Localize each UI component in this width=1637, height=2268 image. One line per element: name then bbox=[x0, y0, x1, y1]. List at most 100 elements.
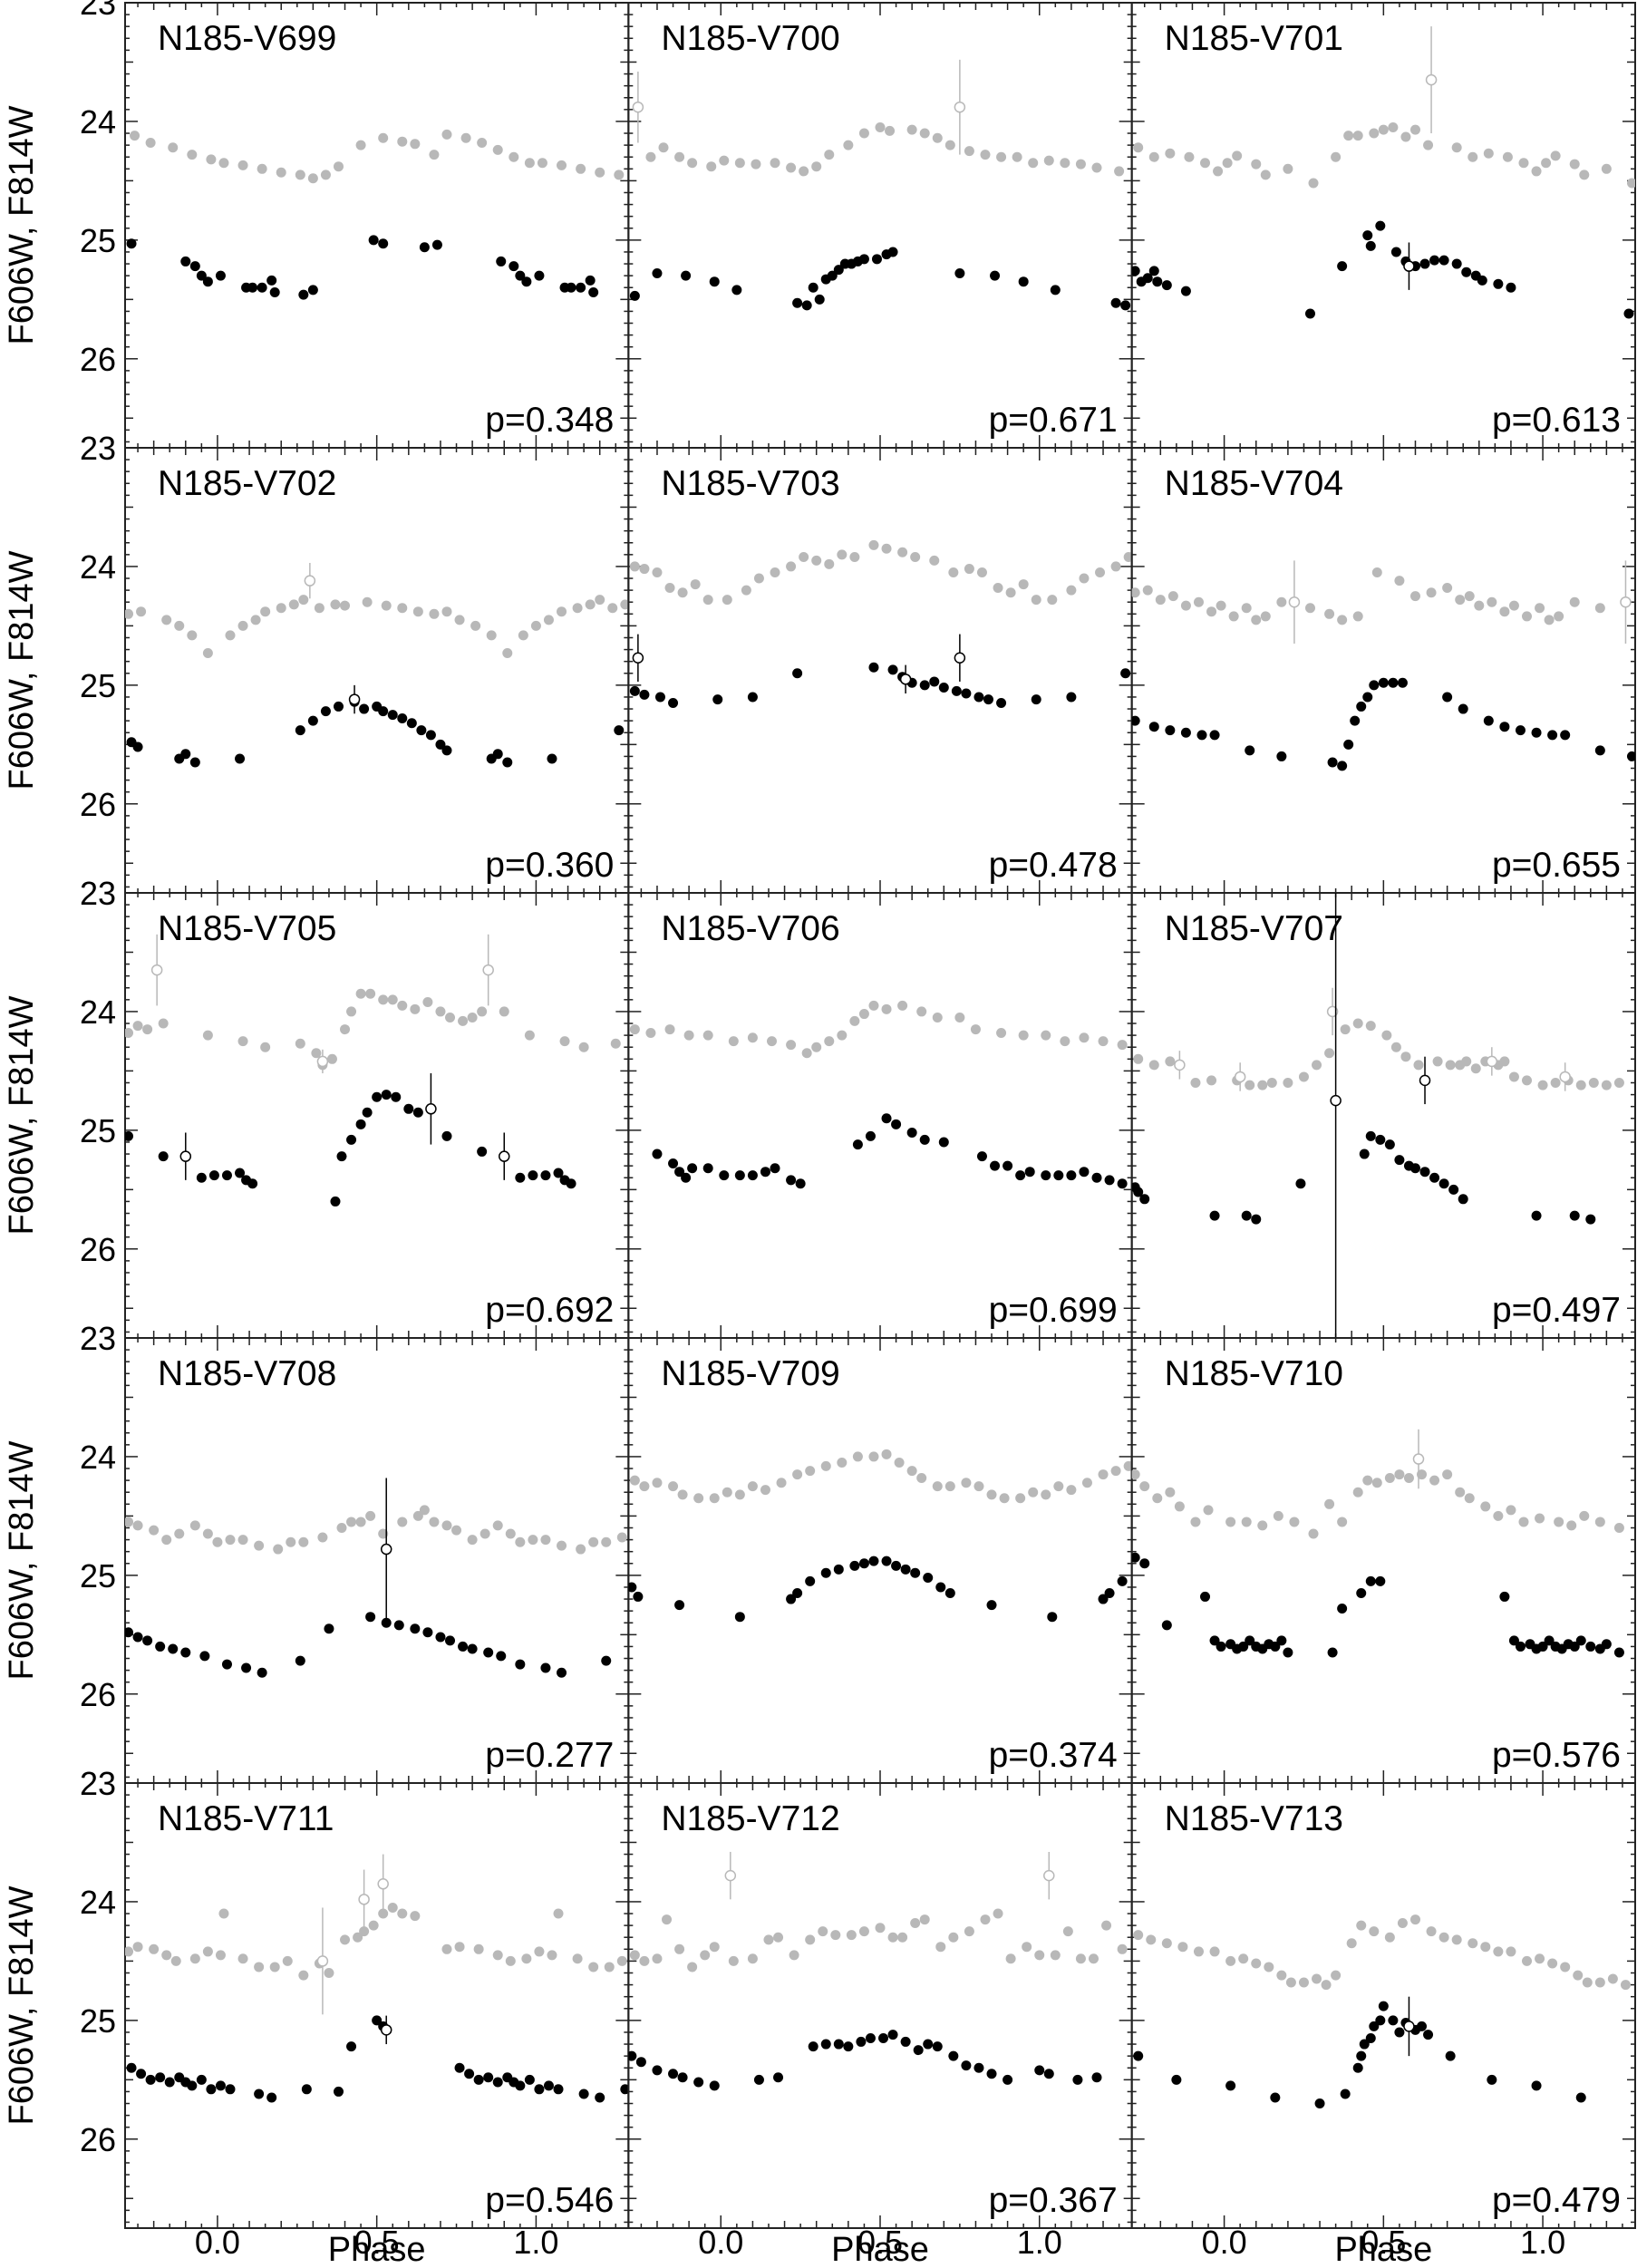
y-axis-label: F606W, F814W bbox=[3, 995, 41, 1235]
f606w-point bbox=[1005, 587, 1016, 598]
f606w-point bbox=[709, 1493, 720, 1504]
f606w-point bbox=[897, 547, 908, 557]
y-tick-label: 24 bbox=[80, 1884, 116, 1921]
f606w-point bbox=[770, 567, 780, 577]
f606w-point bbox=[1499, 606, 1510, 617]
f606w-point bbox=[1321, 1980, 1332, 1991]
f606w-point bbox=[1312, 1060, 1322, 1071]
f606w-point bbox=[1228, 611, 1239, 622]
f814w-point bbox=[702, 1163, 713, 1174]
f814w-point bbox=[1388, 677, 1399, 688]
f606w-point bbox=[1426, 587, 1437, 598]
x-tick-label: 0.0 bbox=[195, 2224, 240, 2261]
f814w-point bbox=[534, 2084, 545, 2095]
f606w-point bbox=[397, 603, 408, 614]
f814w-point bbox=[126, 238, 137, 249]
y-axis-label: F606W, F814W bbox=[3, 1885, 41, 2125]
f814w-point bbox=[1560, 730, 1571, 741]
f606w-point bbox=[269, 1962, 280, 1972]
f814w-point bbox=[528, 1170, 538, 1181]
f606w-point bbox=[557, 606, 567, 617]
f606w-point bbox=[145, 138, 156, 149]
y-tick-label: 26 bbox=[80, 341, 116, 378]
f606w-point bbox=[1091, 162, 1102, 173]
f606w-point bbox=[604, 1962, 615, 1972]
f814w-point bbox=[1066, 692, 1077, 703]
f814w-point bbox=[307, 715, 318, 726]
f814w-point bbox=[820, 2039, 831, 2050]
panel-name: N185-V705 bbox=[158, 909, 336, 948]
f606w-point bbox=[125, 1028, 134, 1038]
panel-n185-v707: N185-V707 p=0.497 bbox=[1130, 892, 1636, 1339]
f606w-point bbox=[161, 1535, 172, 1546]
f606w-point bbox=[885, 125, 896, 136]
f814w-point bbox=[403, 1103, 414, 1114]
f814w-point bbox=[881, 1113, 892, 1124]
f606w-point bbox=[722, 1487, 732, 1497]
f814w-point bbox=[1601, 1639, 1612, 1650]
f606w-point bbox=[441, 1943, 452, 1954]
f814w-point bbox=[355, 1119, 366, 1129]
f606w-point bbox=[365, 1510, 376, 1521]
f606w-point bbox=[894, 1457, 905, 1468]
f606w-point bbox=[1298, 1977, 1309, 1988]
f606w-point bbox=[1133, 1930, 1144, 1941]
f606w-point bbox=[837, 1030, 848, 1041]
f814w-point bbox=[189, 261, 200, 272]
f814w-point bbox=[393, 1620, 404, 1631]
f814w-point bbox=[410, 1623, 421, 1634]
f606w-point bbox=[295, 1038, 305, 1049]
f814w-point bbox=[935, 1582, 946, 1593]
f606w-point bbox=[346, 1006, 357, 1017]
f814w-point bbox=[1575, 2092, 1586, 2103]
f606w-point bbox=[479, 1528, 490, 1539]
f814w-point bbox=[206, 2084, 217, 2095]
panel-period: p=0.671 bbox=[989, 401, 1118, 440]
panel-frame bbox=[627, 447, 1133, 894]
x-axis-label: Phase bbox=[1334, 2231, 1432, 2268]
f606w-point bbox=[1400, 1052, 1411, 1062]
f606w-point bbox=[1193, 1946, 1204, 1957]
f606w-point bbox=[298, 1970, 309, 1981]
f606w-point bbox=[1467, 1938, 1478, 1949]
f606w-point bbox=[502, 648, 513, 659]
f606w-point bbox=[158, 1018, 169, 1029]
f814w-point bbox=[1015, 1170, 1026, 1181]
f606w-point bbox=[1165, 148, 1176, 159]
f606w-point bbox=[1464, 591, 1475, 602]
f606w-point bbox=[792, 1469, 803, 1480]
f606w-point bbox=[1114, 166, 1125, 177]
f606w-point bbox=[202, 1946, 213, 1957]
f814w-point bbox=[747, 1170, 758, 1181]
x-tick-label: 1.0 bbox=[1017, 2224, 1062, 2261]
f606w-point bbox=[1582, 1977, 1593, 1988]
panel-n185-v700: N185-V700 p=0.671 bbox=[627, 2, 1133, 449]
f606w-point bbox=[919, 128, 930, 139]
y-axis-label: F606W, F814W bbox=[3, 1440, 41, 1680]
f606w-point bbox=[276, 167, 286, 178]
f606w-point bbox=[805, 1466, 816, 1477]
f606w-point bbox=[149, 1525, 160, 1536]
f606w-point bbox=[1352, 1018, 1363, 1029]
f606w-point bbox=[1394, 1469, 1405, 1480]
f814w-open-point bbox=[380, 2024, 392, 2036]
f814w-point bbox=[155, 1641, 166, 1652]
f814w-point bbox=[368, 235, 379, 246]
f606w-point bbox=[964, 1926, 974, 1937]
f814w-open-point bbox=[1330, 1094, 1342, 1107]
f606w-point bbox=[132, 1021, 143, 1032]
x-tick-label: 0.5 bbox=[1361, 2224, 1406, 2261]
f814w-point bbox=[1375, 1575, 1386, 1586]
f606w-point bbox=[460, 132, 471, 143]
f814w-point bbox=[553, 2084, 564, 2095]
f814w-point bbox=[681, 1172, 692, 1183]
f814w-point bbox=[1365, 240, 1376, 251]
f814w-point bbox=[760, 1167, 770, 1178]
f606w-point bbox=[1579, 1510, 1590, 1521]
f606w-point bbox=[763, 1934, 774, 1945]
f814w-point bbox=[887, 664, 898, 675]
panel-frame bbox=[1130, 1337, 1636, 1784]
f606w-point bbox=[849, 1015, 860, 1026]
f814w-point bbox=[906, 1127, 917, 1138]
